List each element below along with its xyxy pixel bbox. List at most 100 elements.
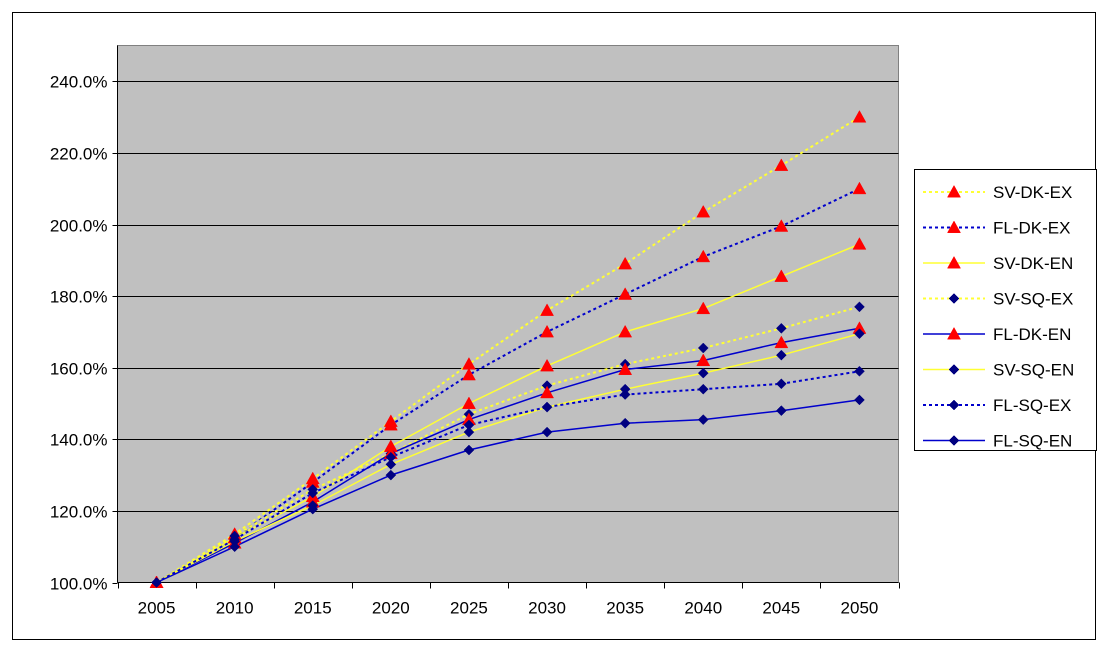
data-point-sv-sq-en: [385, 459, 397, 470]
data-point-sv-sq-ex: [854, 301, 865, 313]
data-point-sv-sq-en: [854, 328, 865, 340]
legend-box: [914, 169, 1097, 451]
legend-marker: [948, 435, 960, 446]
legend-marker: [948, 399, 960, 411]
legend-label: SV-DK-EX: [993, 183, 1072, 202]
data-point-sv-dk-ex: [774, 158, 789, 171]
data-point-fl-dk-en: [774, 335, 789, 349]
x-tick-label: 2040: [684, 599, 722, 618]
data-point-sv-dk-en: [462, 396, 476, 409]
series-line-fl-dk-en: [156, 327, 860, 584]
data-point-fl-sq-en: [541, 426, 553, 438]
data-point-fl-dk-en: [618, 362, 633, 375]
data-point-fl-dk-en: [540, 385, 554, 399]
data-point-fl-sq-en: [775, 405, 787, 417]
legend-label: FL-SQ-EX: [993, 396, 1071, 415]
x-tick-label: 2030: [528, 599, 566, 618]
data-point-fl-dk-en: [696, 353, 711, 366]
y-tick-label: 200.0%: [50, 217, 108, 236]
legend: SV-DK-EX FL-DK-EX SV-DK-EN SV-SQ-EX FL-DK-EN…: [914, 169, 1097, 451]
data-point-fl-sq-en: [151, 577, 162, 588]
x-tick-label: 2015: [294, 599, 332, 618]
series-line-sv-sq-ex: [156, 305, 860, 584]
data-point-fl-sq-ex: [541, 401, 553, 413]
y-tick-label: 120.0%: [50, 503, 108, 522]
series-line-fl-dk-ex: [156, 187, 860, 584]
data-point-fl-sq-ex: [463, 419, 475, 431]
data-point-fl-dk-ex: [383, 417, 398, 431]
data-point-fl-sq-ex: [619, 389, 631, 400]
legend-entry: FL-DK-EN: [923, 325, 1071, 344]
plot-area: [117, 45, 899, 583]
x-tick-label: 2010: [216, 599, 254, 618]
data-point-sv-dk-ex: [852, 110, 867, 123]
y-tick-label: 140.0%: [50, 431, 108, 450]
data-point-sv-sq-ex: [697, 342, 709, 354]
data-point-fl-sq-en: [854, 394, 865, 406]
legend-label: SV-DK-EN: [993, 254, 1073, 273]
data-point-fl-sq-ex: [697, 383, 709, 395]
data-point-fl-sq-ex: [307, 487, 319, 499]
data-point-sv-sq-en: [775, 349, 787, 361]
data-point-sv-dk-ex: [618, 256, 633, 270]
legend-label: FL-DK-EX: [993, 219, 1070, 238]
y-tick-label: 180.0%: [50, 288, 108, 307]
y-tick-label: 220.0%: [50, 145, 108, 164]
axes: 100.0% 120.0% 140.0% 160.0% 180.0% 200.0% 220.…: [50, 45, 900, 618]
data-point-fl-sq-en: [697, 414, 709, 425]
series-markers: [149, 110, 867, 588]
x-tick-label: 2035: [606, 599, 644, 618]
y-tick-label: 100.0%: [50, 575, 108, 594]
x-tick-label: 2005: [138, 599, 176, 618]
legend-marker: [948, 364, 960, 375]
data-point-fl-dk-ex: [462, 367, 476, 381]
data-point-fl-sq-en: [307, 503, 319, 515]
legend-entry: SV-DK-EX: [923, 183, 1072, 202]
x-tick-label: 2025: [450, 599, 488, 618]
series-line-fl-sq-ex: [156, 370, 860, 584]
data-point-sv-sq-en: [463, 426, 475, 438]
data-point-fl-dk-ex: [774, 219, 789, 232]
legend-entry: FL-DK-EX: [923, 219, 1070, 238]
legend-label: FL-SQ-EN: [993, 432, 1072, 451]
legend-label: SV-SQ-EX: [993, 290, 1073, 309]
legend-marker: [948, 293, 960, 304]
data-point-sv-sq-ex: [775, 322, 787, 334]
legend-entry: SV-SQ-EX: [923, 290, 1073, 309]
data-point-sv-dk-en: [852, 237, 867, 250]
legend-marker: [947, 220, 961, 233]
data-point-fl-sq-en: [385, 469, 397, 481]
series-line-sv-sq-en: [156, 332, 860, 584]
data-point-fl-sq-en: [229, 541, 241, 553]
data-point-sv-dk-ex: [696, 204, 711, 218]
gridlines: [117, 81, 899, 512]
data-point-sv-dk-en: [618, 324, 633, 338]
y-tick-label: 240.0%: [50, 73, 108, 92]
x-tick-label: 2020: [372, 599, 410, 618]
data-point-sv-dk-en: [696, 301, 711, 315]
data-point-sv-dk-en: [774, 269, 789, 282]
data-point-fl-sq-ex: [854, 365, 865, 377]
legend-marker: [947, 255, 961, 269]
series-lines: [156, 116, 860, 584]
data-point-fl-sq-ex: [775, 378, 787, 390]
data-point-fl-dk-ex: [618, 287, 633, 300]
legend-entry: SV-DK-EN: [923, 254, 1073, 273]
legend-marker: [947, 184, 961, 198]
data-point-sv-dk-ex: [540, 303, 554, 316]
series-line-sv-dk-ex: [156, 116, 860, 584]
legend-label: FL-DK-EN: [993, 325, 1071, 344]
legend-marker: [947, 326, 961, 340]
data-point-fl-dk-ex: [852, 181, 867, 195]
legend-label: SV-SQ-EN: [993, 361, 1074, 380]
data-point-fl-dk-ex: [540, 324, 554, 338]
data-point-sv-dk-en: [540, 358, 554, 372]
data-point-fl-sq-ex: [385, 451, 397, 463]
data-point-fl-dk-ex: [696, 249, 711, 263]
y-tick-label: 160.0%: [50, 360, 108, 379]
legend-entry: FL-SQ-EX: [923, 396, 1071, 415]
x-tick-label: 2045: [762, 599, 800, 618]
data-point-sv-sq-en: [697, 367, 709, 379]
